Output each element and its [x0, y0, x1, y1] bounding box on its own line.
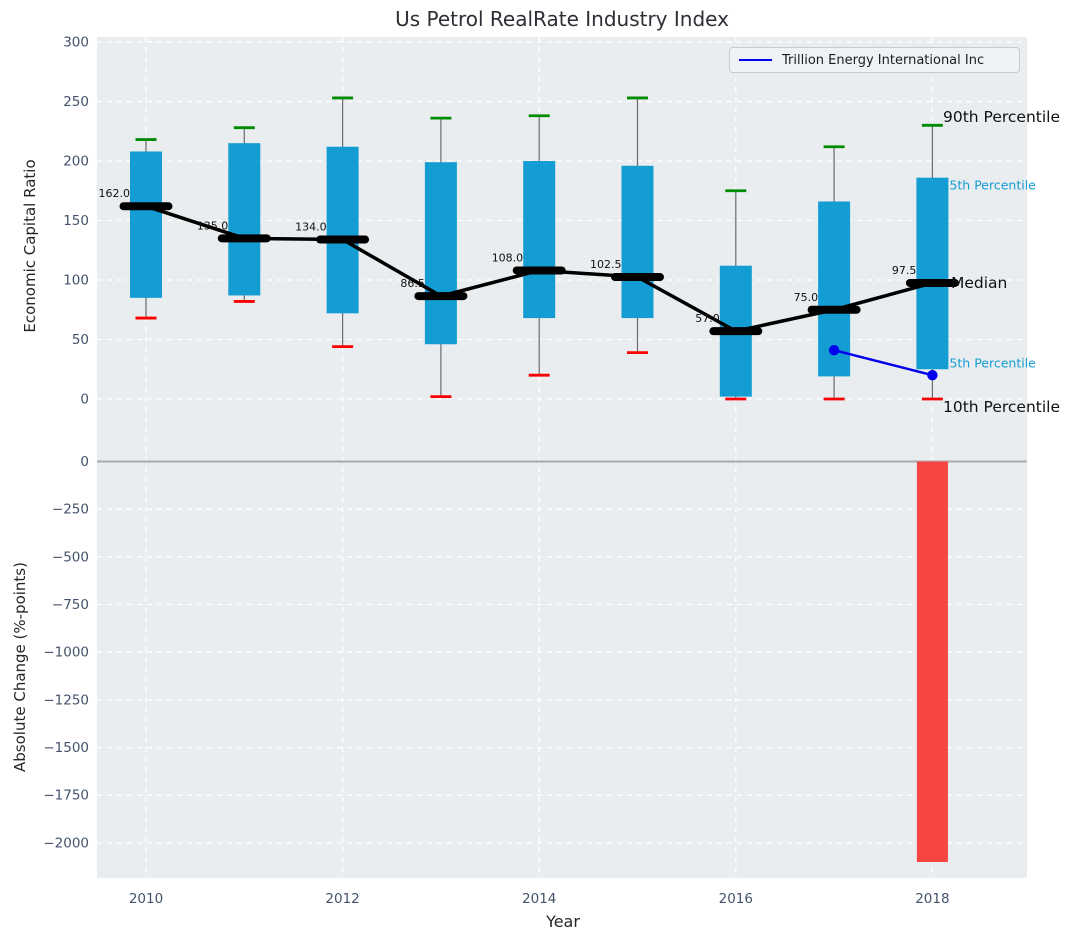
median-value-label-2012: 134.0: [295, 221, 327, 234]
legend-label: Trillion Energy International Inc: [782, 52, 985, 68]
xtick-2012: 2012: [325, 891, 359, 907]
annotation-10th-percentile: 10th Percentile: [943, 398, 1061, 416]
ytick-bottom--750: −750: [52, 597, 89, 613]
company-line: [833, 349, 933, 377]
company-point-2018: [927, 370, 938, 381]
xtick-2018: 2018: [915, 891, 949, 907]
top-y-axis-label: Economic Capital Ratio: [21, 159, 39, 333]
x-axis-label: Year: [546, 912, 580, 931]
ytick-bottom--250: −250: [52, 502, 89, 518]
median-value-label-2010: 162.0: [99, 187, 131, 200]
iqr-box-2015: [621, 165, 654, 319]
company-point-2017: [828, 345, 840, 356]
chart-title: Us Petrol RealRate Industry Index: [395, 7, 729, 31]
ytick-top-200: 200: [63, 154, 89, 170]
xtick-2014: 2014: [522, 891, 556, 907]
iqr-box-2013: [424, 162, 457, 345]
median-value-label-2011: 135.0: [197, 219, 229, 232]
median-value-label-2013: 86.5: [400, 277, 425, 290]
annotation-p25: 25th Percentile: [942, 356, 1037, 371]
ytick-bottom--1750: −1750: [43, 788, 89, 804]
ytick-bottom--1500: −1500: [43, 740, 89, 756]
ytick-top-300: 300: [63, 35, 89, 51]
ytick-bottom--500: −500: [52, 549, 89, 565]
median-value-label-2014: 108.0: [492, 251, 524, 264]
median-value-label-2018: 97.5: [892, 264, 917, 277]
median-value-label-2017: 75.0: [794, 291, 819, 304]
legend-line-icon: [739, 59, 772, 61]
median-value-label-2015: 102.5: [590, 258, 622, 271]
ytick-bottom--1250: −1250: [43, 692, 89, 708]
iqr-box-2012: [326, 146, 359, 314]
legend: Trillion Energy International Inc: [729, 47, 1020, 73]
xtick-2010: 2010: [129, 891, 163, 907]
iqr-box-2010: [130, 151, 162, 298]
annotation-median: Median: [951, 274, 1008, 292]
ytick-bottom-0: 0: [80, 454, 89, 470]
iqr-box-2011: [228, 143, 261, 296]
ytick-top-50: 50: [72, 332, 89, 348]
ytick-top-150: 150: [63, 213, 89, 229]
ytick-bottom--1000: −1000: [43, 645, 89, 661]
ytick-top-250: 250: [63, 94, 89, 110]
change-bar-2018: [916, 461, 948, 862]
median-value-label-2016: 57.0: [695, 312, 720, 325]
xtick-2016: 2016: [719, 891, 753, 907]
iqr-box-2014: [523, 161, 556, 319]
iqr-box-2018: [916, 177, 949, 370]
ytick-top-100: 100: [63, 273, 89, 289]
bottom-y-axis-label: Absolute Change (%-points): [11, 562, 29, 772]
annotation-90th-percentile: 90th Percentile: [943, 108, 1061, 126]
ytick-top-0: 0: [80, 392, 89, 408]
annotation-p75: 75th Percentile: [942, 178, 1037, 193]
ytick-bottom--2000: −2000: [43, 835, 89, 851]
